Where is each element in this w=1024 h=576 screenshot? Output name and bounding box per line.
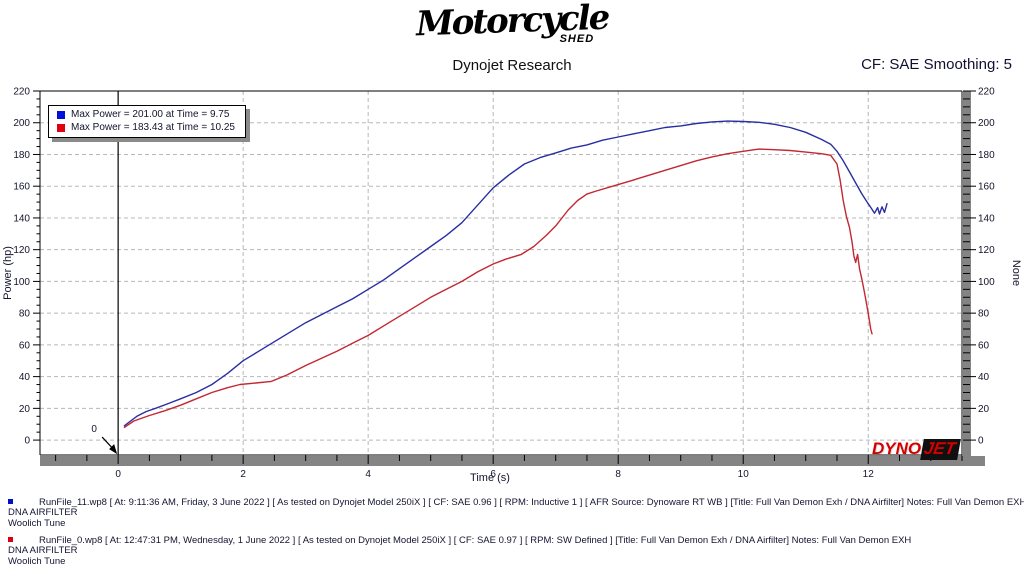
svg-text:200: 200 xyxy=(13,118,30,129)
svg-text:2: 2 xyxy=(240,469,246,480)
run-entry[interactable]: RunFile_0.wp8 [ At: 12:47:31 PM, Wednesd… xyxy=(0,535,1024,568)
svg-text:60: 60 xyxy=(978,340,990,351)
svg-text:200: 200 xyxy=(978,118,995,129)
run-color-bullet xyxy=(8,499,13,504)
run-note-line: Woolich Tune xyxy=(8,555,66,567)
legend-label: Max Power = 201.00 at Time = 9.75 xyxy=(71,109,230,120)
svg-text:160: 160 xyxy=(13,182,30,193)
svg-text:80: 80 xyxy=(19,309,31,320)
svg-text:120: 120 xyxy=(978,245,995,256)
origin-annotation: 0 xyxy=(91,424,97,435)
smoothing-setting-label: CF: SAE Smoothing: 5 xyxy=(861,56,1012,73)
legend-item: Max Power = 183.43 at Time = 10.25 xyxy=(57,121,235,134)
svg-text:40: 40 xyxy=(19,372,31,383)
motorcycle-shed-logo: Motorcycle SHED xyxy=(0,0,1024,47)
logo-sub-text: SHED xyxy=(559,33,595,45)
run-note-line: DNA AIRFILTER xyxy=(8,544,78,556)
svg-text:180: 180 xyxy=(978,150,995,161)
run-entry[interactable]: RunFile_11.wp8 [ At: 9:11:36 AM, Friday,… xyxy=(0,497,1024,530)
run-color-bullet xyxy=(8,536,13,542)
svg-text:220: 220 xyxy=(13,87,30,98)
svg-text:120: 120 xyxy=(13,245,30,256)
svg-text:20: 20 xyxy=(978,404,990,415)
run-note-line: Woolich Tune xyxy=(8,517,66,529)
max-power-legend: Max Power = 201.00 at Time = 9.75 Max Pow… xyxy=(48,105,246,138)
svg-text:0: 0 xyxy=(24,436,30,447)
power-curve-RunFile_0.wp8 xyxy=(123,148,873,429)
legend-item: Max Power = 201.00 at Time = 9.75 xyxy=(57,108,235,121)
svg-text:160: 160 xyxy=(978,182,995,193)
legend-label: Max Power = 183.43 at Time = 10.25 xyxy=(71,122,235,133)
svg-text:100: 100 xyxy=(13,277,30,288)
right-axis-title: None xyxy=(1010,260,1022,286)
run-info-line: RunFile_11.wp8 [ At: 9:11:36 AM, Friday,… xyxy=(39,497,1024,508)
dynojet-brand-logo: DYNOJET xyxy=(872,439,962,460)
dynojet-logo-jet-text: JET xyxy=(920,439,962,460)
x-axis-title: Time (s) xyxy=(470,472,510,484)
legend-swatch xyxy=(57,123,65,132)
dynojet-research-subtitle: Dynojet Research xyxy=(452,57,572,74)
svg-text:140: 140 xyxy=(978,213,995,224)
dynojet-logo-dyno-text: DYNO xyxy=(872,439,922,458)
left-axis-title: Power (hp) xyxy=(2,246,14,300)
svg-text:0: 0 xyxy=(115,469,121,480)
svg-text:60: 60 xyxy=(19,340,31,351)
svg-text:100: 100 xyxy=(978,277,995,288)
svg-text:140: 140 xyxy=(13,213,30,224)
svg-text:8: 8 xyxy=(615,469,621,480)
run-note-line: DNA AIRFILTER xyxy=(8,507,78,518)
logo-script-text: Motorcycle xyxy=(415,0,609,45)
legend-swatch xyxy=(57,110,65,119)
svg-text:220: 220 xyxy=(978,87,995,98)
power-curve-RunFile_11.wp8 xyxy=(123,120,888,427)
svg-text:6: 6 xyxy=(490,469,496,480)
svg-text:12: 12 xyxy=(863,469,875,480)
svg-text:20: 20 xyxy=(19,404,31,415)
svg-text:80: 80 xyxy=(978,309,990,320)
power-chart: 0 0 20 20 40 40 60 60 80 80 100 100 120 120 140 140 160 1… xyxy=(0,85,1024,485)
svg-text:10: 10 xyxy=(738,469,750,480)
run-info-line: RunFile_0.wp8 [ At: 12:47:31 PM, Wednesd… xyxy=(39,534,912,546)
svg-text:40: 40 xyxy=(978,372,990,383)
svg-text:4: 4 xyxy=(365,469,371,480)
run-file-list: RunFile_11.wp8 [ At: 9:11:36 AM, Friday,… xyxy=(0,497,1024,573)
svg-text:0: 0 xyxy=(978,436,984,447)
svg-text:180: 180 xyxy=(13,150,30,161)
